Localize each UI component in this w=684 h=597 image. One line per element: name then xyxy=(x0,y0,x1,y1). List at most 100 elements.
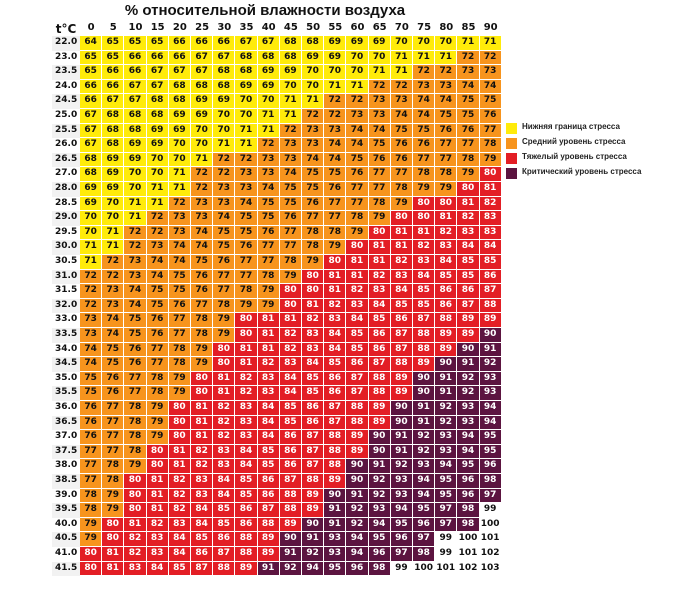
table-cell: 76 xyxy=(390,138,413,153)
table-cell: 84 xyxy=(324,328,347,343)
table-cell: 92 xyxy=(346,517,369,533)
table-cell: 87 xyxy=(302,459,325,474)
table-cell: 67 xyxy=(146,65,169,80)
table-cell: 90 xyxy=(413,386,436,401)
table-cell: 103 xyxy=(479,561,502,577)
table-cell: 90 xyxy=(457,342,480,358)
table-cell: 86 xyxy=(435,298,458,314)
table-cell: 78 xyxy=(80,488,103,504)
table-cell: 66 xyxy=(191,36,214,51)
table-cell: 72 xyxy=(146,211,169,226)
table-cell: 73 xyxy=(324,123,347,139)
table-cell: 68 xyxy=(213,65,236,80)
row-label: 31.5 xyxy=(52,284,80,299)
table-cell: 79 xyxy=(213,313,236,328)
table-cell: 83 xyxy=(457,225,480,241)
table-cell: 71 xyxy=(302,94,325,109)
row-label: 38.0 xyxy=(52,459,80,474)
table-cell: 90 xyxy=(390,415,413,431)
table-cell: 75 xyxy=(213,240,236,255)
table-cell: 74 xyxy=(368,123,391,139)
table-cell: 84 xyxy=(279,386,302,401)
table-cell: 100 xyxy=(479,517,502,533)
table-cell: 75 xyxy=(235,211,258,226)
table-cell: 68 xyxy=(124,109,147,124)
table-cell: 83 xyxy=(413,255,436,270)
table-cell: 77 xyxy=(124,371,147,387)
table-cell: 75 xyxy=(457,94,480,109)
table-cell: 76 xyxy=(80,401,103,416)
table-cell: 77 xyxy=(257,240,280,255)
table-cell: 96 xyxy=(368,547,391,562)
table-cell: 72 xyxy=(302,109,325,124)
table-cell: 99 xyxy=(435,547,458,562)
table-cell: 87 xyxy=(302,444,325,460)
table-cell: 92 xyxy=(346,503,369,518)
table-cell: 89 xyxy=(479,313,502,328)
table-cell: 93 xyxy=(368,503,391,518)
table-cell: 85 xyxy=(257,444,280,460)
table-cell: 76 xyxy=(435,123,458,139)
table-cell: 68 xyxy=(257,50,280,66)
table-cell: 85 xyxy=(368,313,391,328)
table-cell: 66 xyxy=(168,36,191,51)
table-cell: 68 xyxy=(146,109,169,124)
table-cell: 69 xyxy=(168,123,191,139)
table-cell: 84 xyxy=(213,488,236,504)
table-cell: 84 xyxy=(168,547,191,562)
table-cell: 90 xyxy=(346,474,369,489)
table-cell: 80 xyxy=(213,357,236,372)
table-cell: 90 xyxy=(302,517,325,533)
table-cell: 78 xyxy=(479,138,502,153)
table-cell: 75 xyxy=(191,255,214,270)
table-cell: 88 xyxy=(346,415,369,431)
table-cell: 74 xyxy=(124,298,147,314)
table-cell: 72 xyxy=(80,298,103,314)
table-cell: 74 xyxy=(390,109,413,124)
table-cell: 74 xyxy=(413,109,436,124)
table-cell: 87 xyxy=(479,284,502,299)
table-cell: 66 xyxy=(102,65,125,80)
table-cell: 95 xyxy=(324,561,347,577)
table-cell: 66 xyxy=(146,50,169,66)
table-cell: 84 xyxy=(479,240,502,255)
table-cell: 77 xyxy=(368,167,391,182)
table-cell: 86 xyxy=(235,503,258,518)
table-cell: 84 xyxy=(346,313,369,328)
table-cell: 75 xyxy=(302,167,325,182)
table-cell: 73 xyxy=(235,167,258,182)
table-cell: 69 xyxy=(191,94,214,109)
table-cell: 88 xyxy=(435,313,458,328)
table-cell: 74 xyxy=(324,152,347,168)
table-cell: 79 xyxy=(479,152,502,168)
table-cell: 71 xyxy=(413,50,436,66)
table-cell: 93 xyxy=(435,444,458,460)
table-cell: 74 xyxy=(102,328,125,343)
table-cell: 82 xyxy=(168,503,191,518)
table-cell: 80 xyxy=(146,459,169,474)
table-cell: 77 xyxy=(80,459,103,474)
table-cell: 72 xyxy=(80,269,103,285)
table-cell: 66 xyxy=(213,36,236,51)
table-cell: 75 xyxy=(102,357,125,372)
table-cell: 97 xyxy=(479,488,502,504)
table-cell: 83 xyxy=(390,269,413,285)
table-cell: 76 xyxy=(124,342,147,358)
table-cell: 80 xyxy=(279,298,302,314)
table-cell: 79 xyxy=(80,517,103,533)
table-cell: 69 xyxy=(368,36,391,51)
table-cell: 87 xyxy=(191,561,214,577)
table-cell: 75 xyxy=(102,342,125,358)
table-cell: 86 xyxy=(257,488,280,504)
table-cell: 74 xyxy=(80,357,103,372)
table-cell: 68 xyxy=(102,123,125,139)
row-label: 29.0 xyxy=(52,211,80,226)
table-cell: 87 xyxy=(213,547,236,562)
table-cell: 74 xyxy=(346,123,369,139)
table-cell: 75 xyxy=(279,196,302,212)
table-cell: 87 xyxy=(390,342,413,358)
table-cell: 70 xyxy=(302,65,325,80)
table-cell: 77 xyxy=(213,269,236,285)
table-cell: 81 xyxy=(346,269,369,285)
table-cell: 102 xyxy=(479,547,502,562)
